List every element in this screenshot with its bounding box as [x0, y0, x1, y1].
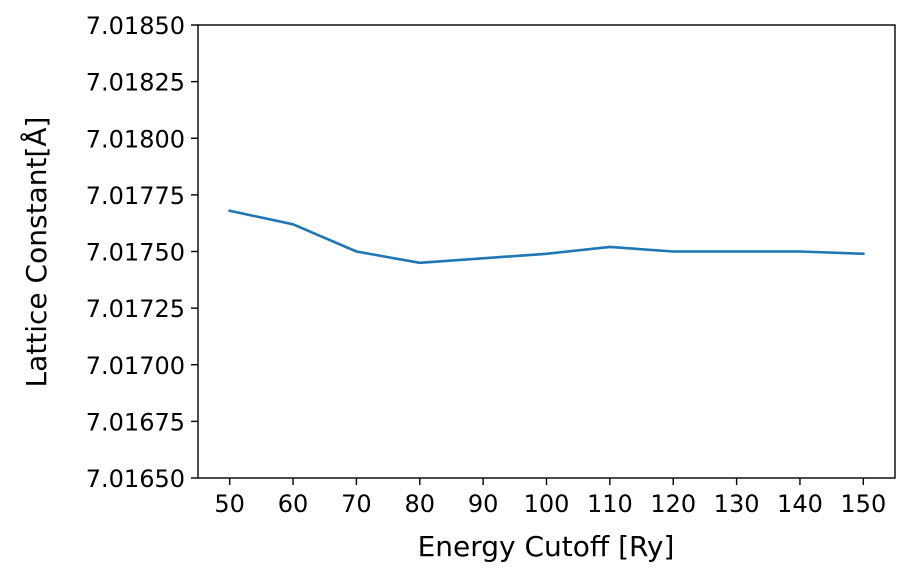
- y-tick-label: 7.01725: [86, 295, 185, 323]
- x-tick-label: 120: [650, 490, 696, 518]
- y-tick-label: 7.01800: [86, 125, 185, 153]
- x-tick-label: 80: [404, 490, 435, 518]
- x-tick-label: 110: [587, 490, 633, 518]
- y-tick-label: 7.01850: [86, 12, 185, 40]
- y-tick-label: 7.01700: [86, 352, 185, 380]
- x-tick-label: 90: [468, 490, 499, 518]
- y-tick-label: 7.01825: [86, 69, 185, 97]
- x-tick-label: 130: [714, 490, 760, 518]
- x-tick-label: 100: [524, 490, 570, 518]
- series-line: [228, 209, 865, 265]
- x-tick-label: 70: [341, 490, 372, 518]
- x-tick-label: 150: [840, 490, 886, 518]
- y-axis-label: Lattice Constant[Å]: [19, 117, 53, 388]
- x-tick-label: 50: [214, 490, 245, 518]
- y-tick-label: 7.01650: [86, 465, 185, 493]
- x-tick-label: 60: [278, 490, 309, 518]
- y-tick-label: 7.01750: [86, 239, 185, 267]
- series-layer: [228, 209, 865, 265]
- x-axis-ticks: 50 60 70 80 90 100 110 120 130 140 150: [214, 478, 886, 518]
- x-tick-label: 140: [777, 490, 823, 518]
- y-tick-label: 7.01675: [86, 408, 185, 436]
- y-tick-label: 7.01775: [86, 182, 185, 210]
- y-axis-ticks: 7.01650 7.01675 7.01700 7.01725 7.01750 7.017…: [86, 12, 198, 493]
- x-axis-label: Energy Cutoff [Ry]: [418, 530, 675, 563]
